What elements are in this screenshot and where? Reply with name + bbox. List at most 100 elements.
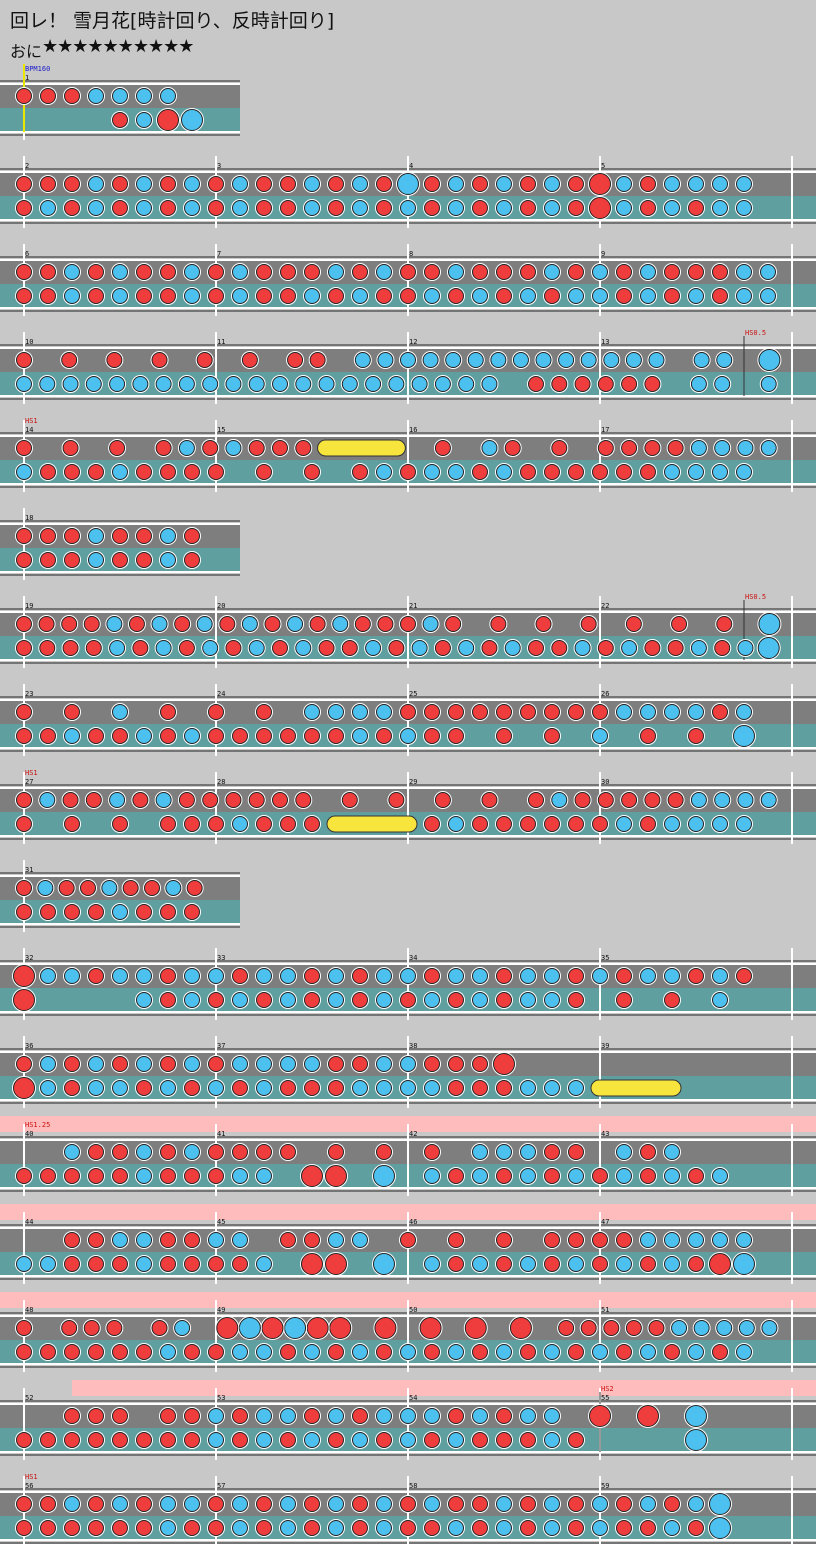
- don-note: [568, 968, 584, 984]
- big-don-note: [464, 1317, 487, 1339]
- ka-note: [400, 968, 416, 984]
- ka-note: [760, 264, 776, 280]
- don-note: [208, 1520, 224, 1536]
- don-note: [208, 1056, 224, 1072]
- ka-note: [328, 1232, 344, 1248]
- ka-note: [256, 1408, 272, 1424]
- don-note: [112, 1256, 128, 1272]
- don-note: [280, 264, 296, 280]
- big-don-note: [13, 965, 35, 987]
- don-note: [648, 1320, 665, 1336]
- measure-number: 58: [409, 1482, 417, 1490]
- ka-note: [472, 1256, 488, 1272]
- don-note: [272, 440, 288, 456]
- measure-number: 34: [409, 954, 417, 962]
- don-note: [544, 816, 560, 832]
- ka-note: [467, 352, 484, 368]
- ka-note: [64, 968, 80, 984]
- measure-number: 47: [601, 1218, 609, 1226]
- don-note: [40, 176, 56, 192]
- don-note: [184, 1344, 200, 1360]
- don-note: [528, 640, 544, 656]
- don-note: [424, 728, 440, 744]
- don-note: [136, 1496, 152, 1512]
- measure-number: 48: [25, 1306, 33, 1314]
- don-note: [354, 616, 371, 632]
- ka-note: [664, 1520, 680, 1536]
- don-note: [520, 464, 536, 480]
- big-ka-note: [238, 1317, 261, 1339]
- don-note: [160, 264, 176, 280]
- ka-note: [256, 1056, 272, 1072]
- big-ka-note: [373, 1165, 395, 1187]
- don-note: [528, 376, 544, 392]
- measure-number: 23: [25, 690, 33, 698]
- don-note: [621, 440, 638, 456]
- measure-number: 6: [25, 250, 29, 258]
- don-note: [106, 1320, 123, 1336]
- ka-note: [208, 1408, 224, 1424]
- ka-note: [472, 1408, 488, 1424]
- measure-number: 18: [25, 514, 33, 522]
- don-note: [448, 1232, 464, 1248]
- ka-note: [88, 176, 104, 192]
- don-note: [40, 464, 56, 480]
- don-note: [496, 1232, 512, 1248]
- don-note: [597, 376, 614, 392]
- ka-note: [232, 1496, 248, 1512]
- ka-note: [737, 640, 754, 656]
- don-note: [160, 816, 176, 832]
- don-note: [341, 640, 358, 656]
- don-note: [208, 176, 224, 192]
- don-note: [186, 880, 203, 896]
- ka-note: [160, 1496, 176, 1512]
- big-ka-note: [284, 1317, 307, 1339]
- ka-note: [558, 352, 575, 368]
- don-note: [304, 968, 320, 984]
- ka-note: [640, 704, 656, 720]
- ka-note: [388, 376, 405, 392]
- measure-number: 37: [217, 1042, 225, 1050]
- measure-number: 24: [217, 690, 225, 698]
- ka-note: [40, 1256, 56, 1272]
- don-note: [256, 1520, 272, 1536]
- don-note: [574, 376, 591, 392]
- don-note: [496, 1408, 512, 1424]
- don-note: [202, 440, 219, 456]
- don-note: [328, 288, 344, 304]
- ka-note: [64, 728, 80, 744]
- ka-note: [568, 288, 584, 304]
- measure-number: 56: [25, 1482, 33, 1490]
- don-note: [304, 1408, 320, 1424]
- don-note: [64, 1056, 80, 1072]
- don-note: [64, 1232, 80, 1248]
- ka-note: [304, 200, 320, 216]
- ka-note: [376, 264, 392, 280]
- don-note: [472, 1520, 488, 1536]
- don-note: [144, 880, 160, 896]
- don-note: [280, 288, 296, 304]
- ka-note: [448, 1520, 464, 1536]
- don-note: [640, 464, 656, 480]
- ka-note: [88, 1056, 104, 1072]
- don-note: [40, 1344, 56, 1360]
- don-note: [496, 816, 512, 832]
- ka-note: [472, 288, 488, 304]
- big-don-note: [216, 1317, 239, 1339]
- don-note: [592, 1256, 608, 1272]
- ka-note: [376, 464, 392, 480]
- ka-note: [592, 1344, 608, 1360]
- don-note: [232, 728, 248, 744]
- ka-note: [208, 968, 224, 984]
- measure-number: 8: [409, 250, 413, 258]
- ka-note: [424, 992, 440, 1008]
- don-note: [496, 1168, 512, 1184]
- don-note: [597, 640, 614, 656]
- don-note: [496, 1256, 512, 1272]
- measure-number: 7: [217, 250, 221, 258]
- don-note: [376, 728, 392, 744]
- don-note: [88, 288, 104, 304]
- ka-note: [693, 1320, 710, 1336]
- don-note: [16, 1344, 32, 1360]
- don-note: [434, 440, 451, 456]
